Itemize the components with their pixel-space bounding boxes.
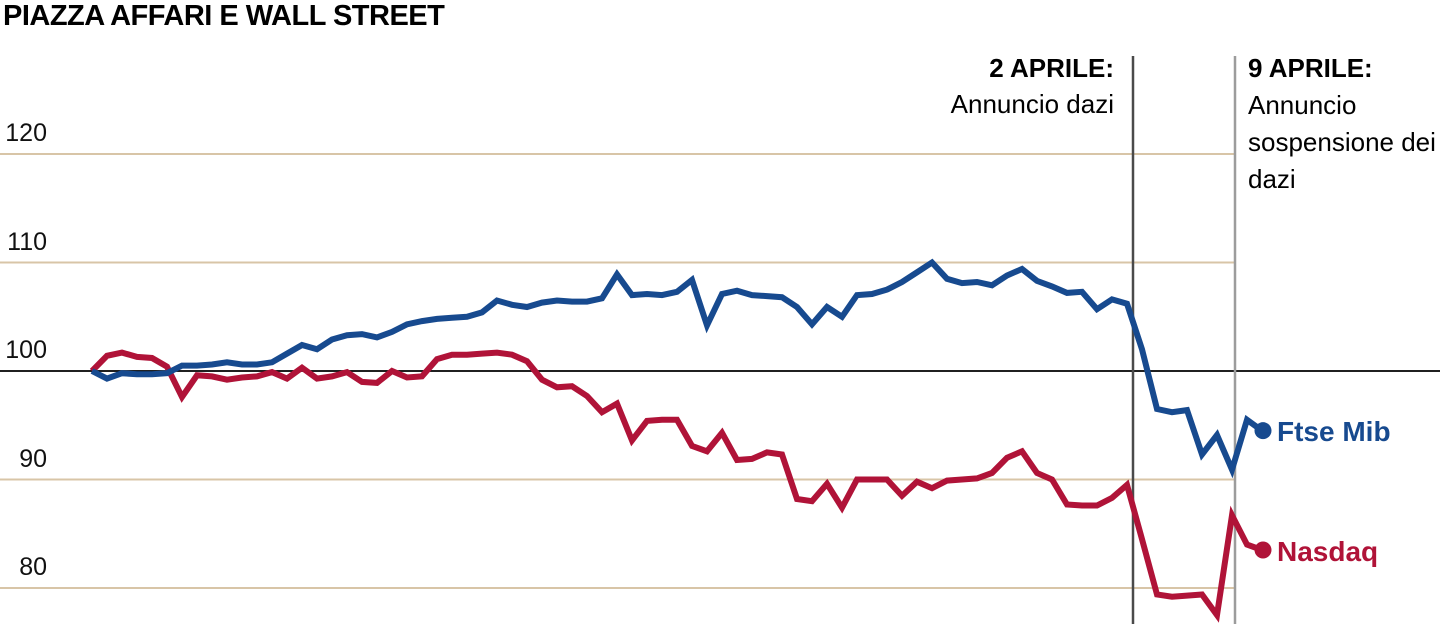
annotation-9-aprile-text: Annuncio sospensione dei dazi xyxy=(1248,90,1436,194)
ftse-mib-end-dot xyxy=(1254,422,1272,440)
ftse-mib-series-label: Ftse Mib xyxy=(1277,416,1391,447)
y-axis-label-110: 110 xyxy=(7,227,47,256)
annotation-9-aprile-date: 9 APRILE: xyxy=(1248,53,1373,83)
nasdaq-series-label: Nasdaq xyxy=(1277,536,1379,567)
nasdaq-line xyxy=(89,349,1264,623)
ftse-mib-line xyxy=(90,258,1264,479)
annotation-9-aprile: 9 APRILE: Annuncio sospensione dei dazi xyxy=(1248,50,1440,198)
y-axis-label-120: 120 xyxy=(5,119,47,147)
chart-title: PIAZZA AFFARI E WALL STREET xyxy=(3,0,445,32)
nasdaq-end-dot xyxy=(1254,541,1272,559)
y-axis-label-90: 90 xyxy=(19,444,47,473)
annotation-2-aprile: 2 APRILE: Annuncio dazi xyxy=(951,50,1114,122)
annotation-2-aprile-text: Annuncio dazi xyxy=(950,89,1114,119)
y-axis-label-80: 80 xyxy=(19,553,47,581)
y-axis-label-100: 100 xyxy=(5,336,47,364)
annotation-2-aprile-date: 2 APRILE: xyxy=(989,53,1114,83)
